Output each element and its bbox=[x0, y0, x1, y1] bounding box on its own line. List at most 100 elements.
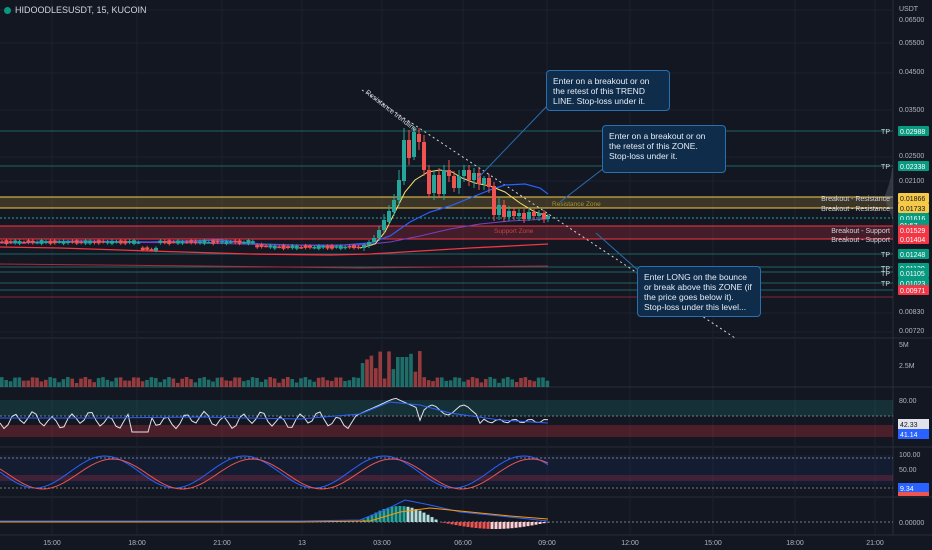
volume-bar bbox=[528, 380, 532, 387]
candle-body bbox=[299, 247, 304, 249]
volume-bar bbox=[268, 377, 272, 387]
price-badge bbox=[898, 285, 929, 295]
volume-profile bbox=[884, 168, 893, 222]
price-badge bbox=[898, 161, 929, 171]
macd-histogram-bar bbox=[442, 522, 446, 523]
macd-histogram-bar bbox=[506, 522, 510, 529]
candle-body bbox=[532, 212, 536, 216]
candle-body bbox=[472, 173, 476, 180]
candle-body bbox=[312, 247, 317, 249]
candle-body bbox=[382, 220, 386, 230]
price-tick-label: 0.00830 bbox=[899, 309, 924, 316]
volume-bar bbox=[167, 377, 171, 387]
support-zone-label: Support Zone bbox=[494, 228, 534, 235]
support-zone bbox=[0, 226, 893, 239]
candle-body bbox=[70, 241, 75, 243]
volume-bar bbox=[110, 381, 114, 387]
volume-bar bbox=[66, 377, 70, 387]
price-level-label: Breakout - Resistance bbox=[821, 206, 890, 213]
candle-body bbox=[228, 241, 233, 243]
macd-histogram-bar bbox=[414, 509, 418, 522]
volume-bar bbox=[118, 377, 123, 387]
candle-body bbox=[452, 176, 456, 188]
candle-body bbox=[334, 246, 339, 248]
time-tick-label: 09:00 bbox=[538, 540, 556, 547]
callout-pointer bbox=[559, 167, 605, 203]
candle-body bbox=[462, 170, 466, 176]
stoch-axis-tick: 50.00 bbox=[899, 467, 917, 474]
volume-bar bbox=[281, 378, 286, 387]
macd-histogram-bar bbox=[458, 522, 462, 526]
macd-histogram-bar bbox=[490, 522, 494, 529]
price-level-label: Breakout - Resistance bbox=[821, 196, 890, 203]
candle-body bbox=[427, 170, 431, 194]
volume-bar bbox=[17, 377, 22, 387]
volume-bar bbox=[48, 377, 52, 387]
volume-bar bbox=[422, 377, 426, 387]
candle-body bbox=[512, 211, 516, 216]
candle-body bbox=[233, 240, 238, 243]
macd-histogram-bar bbox=[418, 510, 422, 522]
callout-resistance-zone: Enter on a breakout or on the retest of … bbox=[602, 125, 726, 173]
candle-body bbox=[338, 245, 343, 249]
volume-bar bbox=[176, 382, 180, 387]
volume-bar bbox=[338, 377, 343, 387]
candle-body bbox=[259, 244, 264, 248]
volume-bar bbox=[497, 382, 501, 387]
volume-bar bbox=[57, 382, 61, 387]
candle-body bbox=[26, 240, 31, 243]
volume-bar bbox=[396, 357, 400, 387]
volume-bar bbox=[158, 382, 162, 387]
volume-bar bbox=[228, 380, 233, 387]
resistance-zone bbox=[0, 197, 893, 208]
rsi-signal-value: 41.14 bbox=[900, 432, 918, 439]
macd-histogram-bar bbox=[450, 522, 454, 525]
macd-histogram-bar bbox=[466, 522, 470, 528]
volume-bar bbox=[70, 378, 74, 387]
candle-body bbox=[377, 230, 381, 238]
volume-bar bbox=[448, 380, 453, 387]
volume-bar bbox=[352, 377, 356, 387]
volume-bar bbox=[484, 379, 488, 387]
volume-bar bbox=[501, 378, 506, 387]
price-badge-value: 0.01866 bbox=[900, 196, 925, 203]
candle-body bbox=[517, 213, 521, 216]
volume-bar bbox=[523, 377, 528, 387]
time-tick-label: 18:00 bbox=[128, 540, 146, 547]
rsi-line bbox=[0, 397, 549, 433]
volume-bar bbox=[321, 377, 325, 387]
candle-body bbox=[290, 245, 295, 249]
time-tick-label: 15:00 bbox=[704, 540, 722, 547]
macd-signal-line bbox=[0, 507, 549, 523]
volume-bar bbox=[4, 380, 8, 387]
candle-body bbox=[542, 213, 546, 219]
volume-bar bbox=[316, 377, 321, 387]
symbol-title[interactable]: HIDOODLESUSDT, 15, KUCOIN bbox=[4, 5, 147, 15]
candle-body bbox=[242, 242, 246, 244]
macd-histogram-bar bbox=[394, 506, 398, 522]
rsi-lower-band bbox=[0, 425, 893, 437]
volume-bar bbox=[325, 380, 330, 387]
callout-trendline: Enter on a breakout or on the retest of … bbox=[546, 70, 670, 111]
macd-histogram-bar bbox=[498, 522, 502, 529]
candle-body bbox=[0, 241, 4, 244]
rsi-upper-band bbox=[0, 400, 893, 416]
volume-bar bbox=[470, 377, 475, 387]
candle-body bbox=[39, 240, 44, 244]
macd-histogram-bar bbox=[422, 512, 426, 522]
volume-bar bbox=[330, 380, 334, 387]
ma-long-red bbox=[0, 243, 549, 256]
macd-histogram-bar bbox=[514, 522, 518, 528]
candle-body bbox=[442, 170, 446, 194]
volume-bar bbox=[35, 377, 39, 387]
volume-bar bbox=[510, 379, 514, 387]
ma-lower-red bbox=[0, 263, 549, 269]
stoch-band bbox=[0, 455, 893, 485]
volume-bar bbox=[462, 381, 466, 387]
candle-body bbox=[149, 249, 154, 251]
candle-body bbox=[325, 245, 330, 249]
candle-body bbox=[527, 212, 531, 219]
candle-body bbox=[237, 240, 242, 244]
volume-bar bbox=[140, 381, 145, 387]
